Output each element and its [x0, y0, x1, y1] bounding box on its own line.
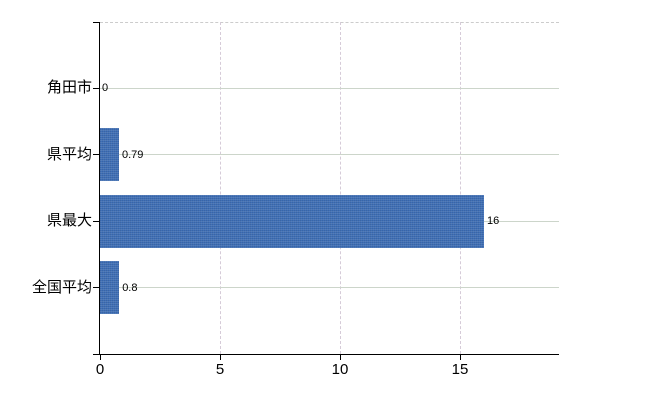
h-gridline — [100, 87, 559, 89]
v-gridline — [219, 22, 221, 354]
value-label: 0.79 — [121, 148, 144, 161]
y-axis-tick — [93, 220, 100, 222]
x-axis-line — [93, 354, 559, 355]
bar — [100, 128, 119, 182]
y-axis-tick — [93, 154, 100, 156]
x-tick-label: 0 — [95, 361, 105, 378]
value-label: 0 — [102, 82, 109, 95]
category-label: 角田市 — [46, 79, 92, 97]
x-tick-label: 10 — [331, 361, 349, 378]
value-label: 16 — [487, 215, 500, 228]
bar — [100, 261, 120, 315]
h-gridline — [100, 287, 559, 289]
bar — [100, 194, 484, 248]
x-axis-tick — [339, 354, 341, 360]
h-gridline — [100, 154, 559, 156]
x-tick-label: 15 — [451, 361, 469, 378]
category-label: 全国平均 — [31, 278, 92, 296]
category-label: 県最大 — [46, 212, 92, 230]
category-label: 県平均 — [46, 145, 92, 163]
y-axis-top-tick — [93, 22, 100, 23]
v-gridline — [339, 22, 341, 354]
plot-top-border — [100, 22, 559, 23]
v-gridline — [459, 22, 461, 354]
y-axis-tick — [93, 287, 100, 289]
x-axis-tick — [99, 354, 101, 360]
plot-area: 0 5 10 15 角田市 0 県平均 0.79 県最大 16 全国平均 0.8 — [32, 22, 559, 378]
y-axis-tick — [93, 87, 100, 89]
y-axis-line — [99, 22, 100, 354]
x-axis-tick — [219, 354, 221, 360]
value-label: 0.8 — [122, 281, 138, 294]
x-tick-label: 5 — [215, 361, 225, 378]
x-axis-tick — [459, 354, 461, 360]
